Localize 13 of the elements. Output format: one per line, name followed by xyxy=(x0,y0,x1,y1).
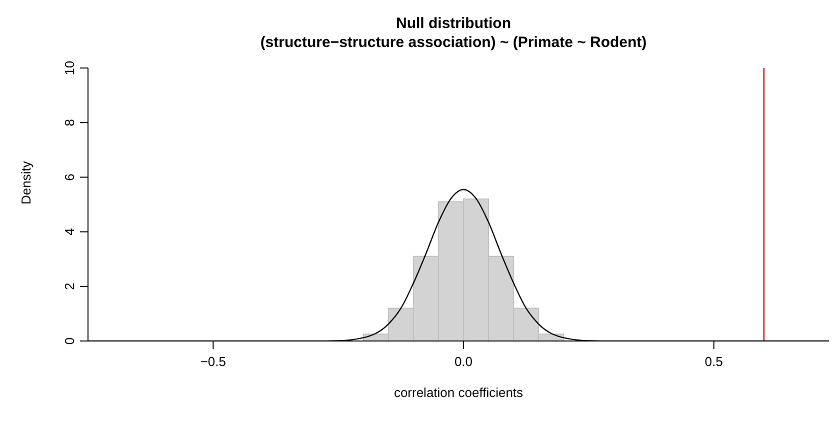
y-tick-label: 8 xyxy=(62,118,77,126)
x-tick-label: −0.5 xyxy=(200,354,226,370)
y-axis-title: Density xyxy=(18,160,34,204)
y-tick-label: 2 xyxy=(62,282,77,290)
y-tick-label: 10 xyxy=(62,60,77,76)
chart-subtitle: (structure−structure association) ~ (Primate ~ Rodent) xyxy=(259,33,648,52)
x-tick-label: 0.0 xyxy=(454,354,473,370)
y-tick-label: 0 xyxy=(62,337,77,345)
y-tick-label: 4 xyxy=(62,228,77,236)
x-axis-title: correlation coefficients xyxy=(394,385,524,400)
x-tick-label: 0.5 xyxy=(704,354,723,370)
chart-title: Null distribution xyxy=(395,14,512,33)
y-tick-label: 6 xyxy=(62,174,77,181)
